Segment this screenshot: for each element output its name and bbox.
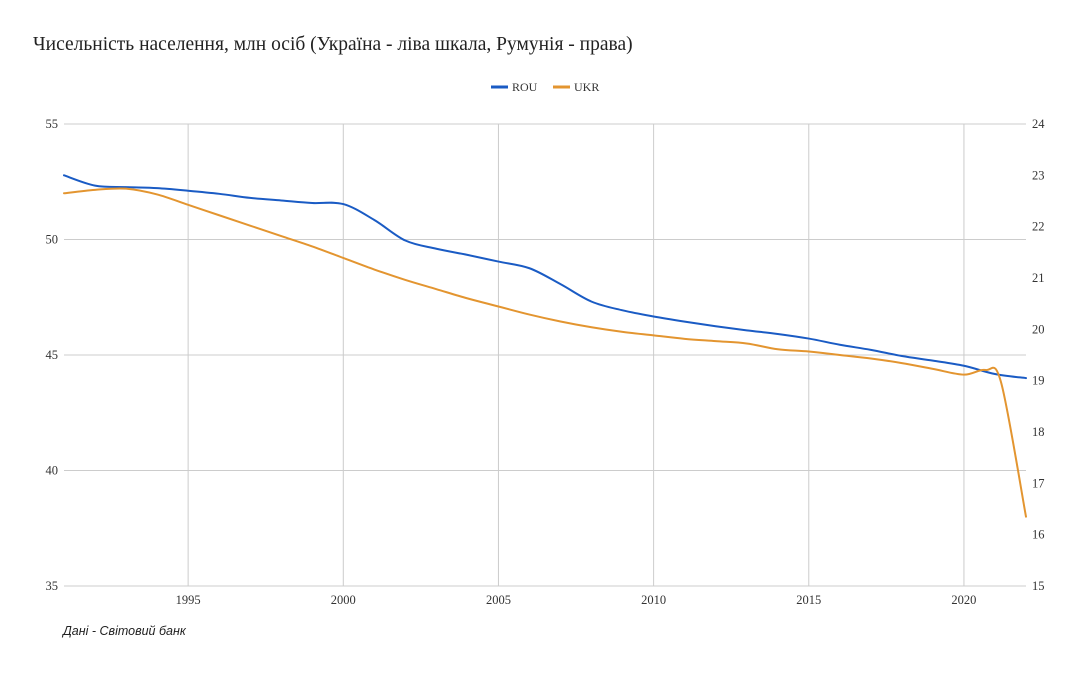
x-tick-label: 2000	[331, 593, 356, 607]
x-axis: 1995 2000 2005 2010 2015 2020	[176, 593, 977, 607]
right-tick-label: 20	[1032, 322, 1045, 336]
grid-lines	[64, 123, 1026, 587]
x-tick-label: 2005	[486, 593, 511, 607]
left-y-axis: 35 40 45 50 55	[46, 117, 59, 593]
right-tick-label: 22	[1032, 220, 1045, 234]
left-tick-label: 45	[46, 348, 59, 362]
left-tick-label: 35	[46, 579, 59, 593]
legend-item-rou[interactable]: ROU	[491, 80, 538, 94]
right-y-axis: 15 16 17 18 19 20 21 22 23 24	[1032, 117, 1045, 593]
series-line-ukr	[63, 187, 1027, 518]
legend-item-ukr[interactable]: UKR	[553, 80, 599, 94]
x-tick-label: 2015	[796, 593, 821, 607]
legend-label-ukr: UKR	[574, 80, 599, 94]
chart-title: Чисельність населення, млн осіб (Україна…	[33, 34, 633, 55]
x-tick-label: 1995	[176, 593, 201, 607]
x-tick-label: 2010	[641, 593, 666, 607]
right-tick-label: 24	[1032, 117, 1045, 131]
left-tick-label: 50	[46, 233, 59, 247]
series-line-rou	[63, 174, 1027, 380]
x-tick-label: 2020	[951, 593, 976, 607]
legend[interactable]: ROU UKR	[491, 80, 599, 94]
legend-label-rou: ROU	[512, 80, 538, 94]
left-tick-label: 40	[46, 464, 59, 478]
source-note: Дані - Світовий банк	[63, 624, 186, 638]
right-tick-label: 16	[1032, 528, 1045, 542]
right-tick-label: 23	[1032, 168, 1045, 182]
right-tick-label: 15	[1032, 579, 1045, 593]
right-tick-label: 17	[1032, 476, 1045, 490]
right-tick-label: 19	[1032, 374, 1045, 388]
right-tick-label: 18	[1032, 425, 1045, 439]
right-tick-label: 21	[1032, 271, 1045, 285]
series-lines	[63, 174, 1027, 518]
left-tick-label: 55	[46, 117, 59, 131]
